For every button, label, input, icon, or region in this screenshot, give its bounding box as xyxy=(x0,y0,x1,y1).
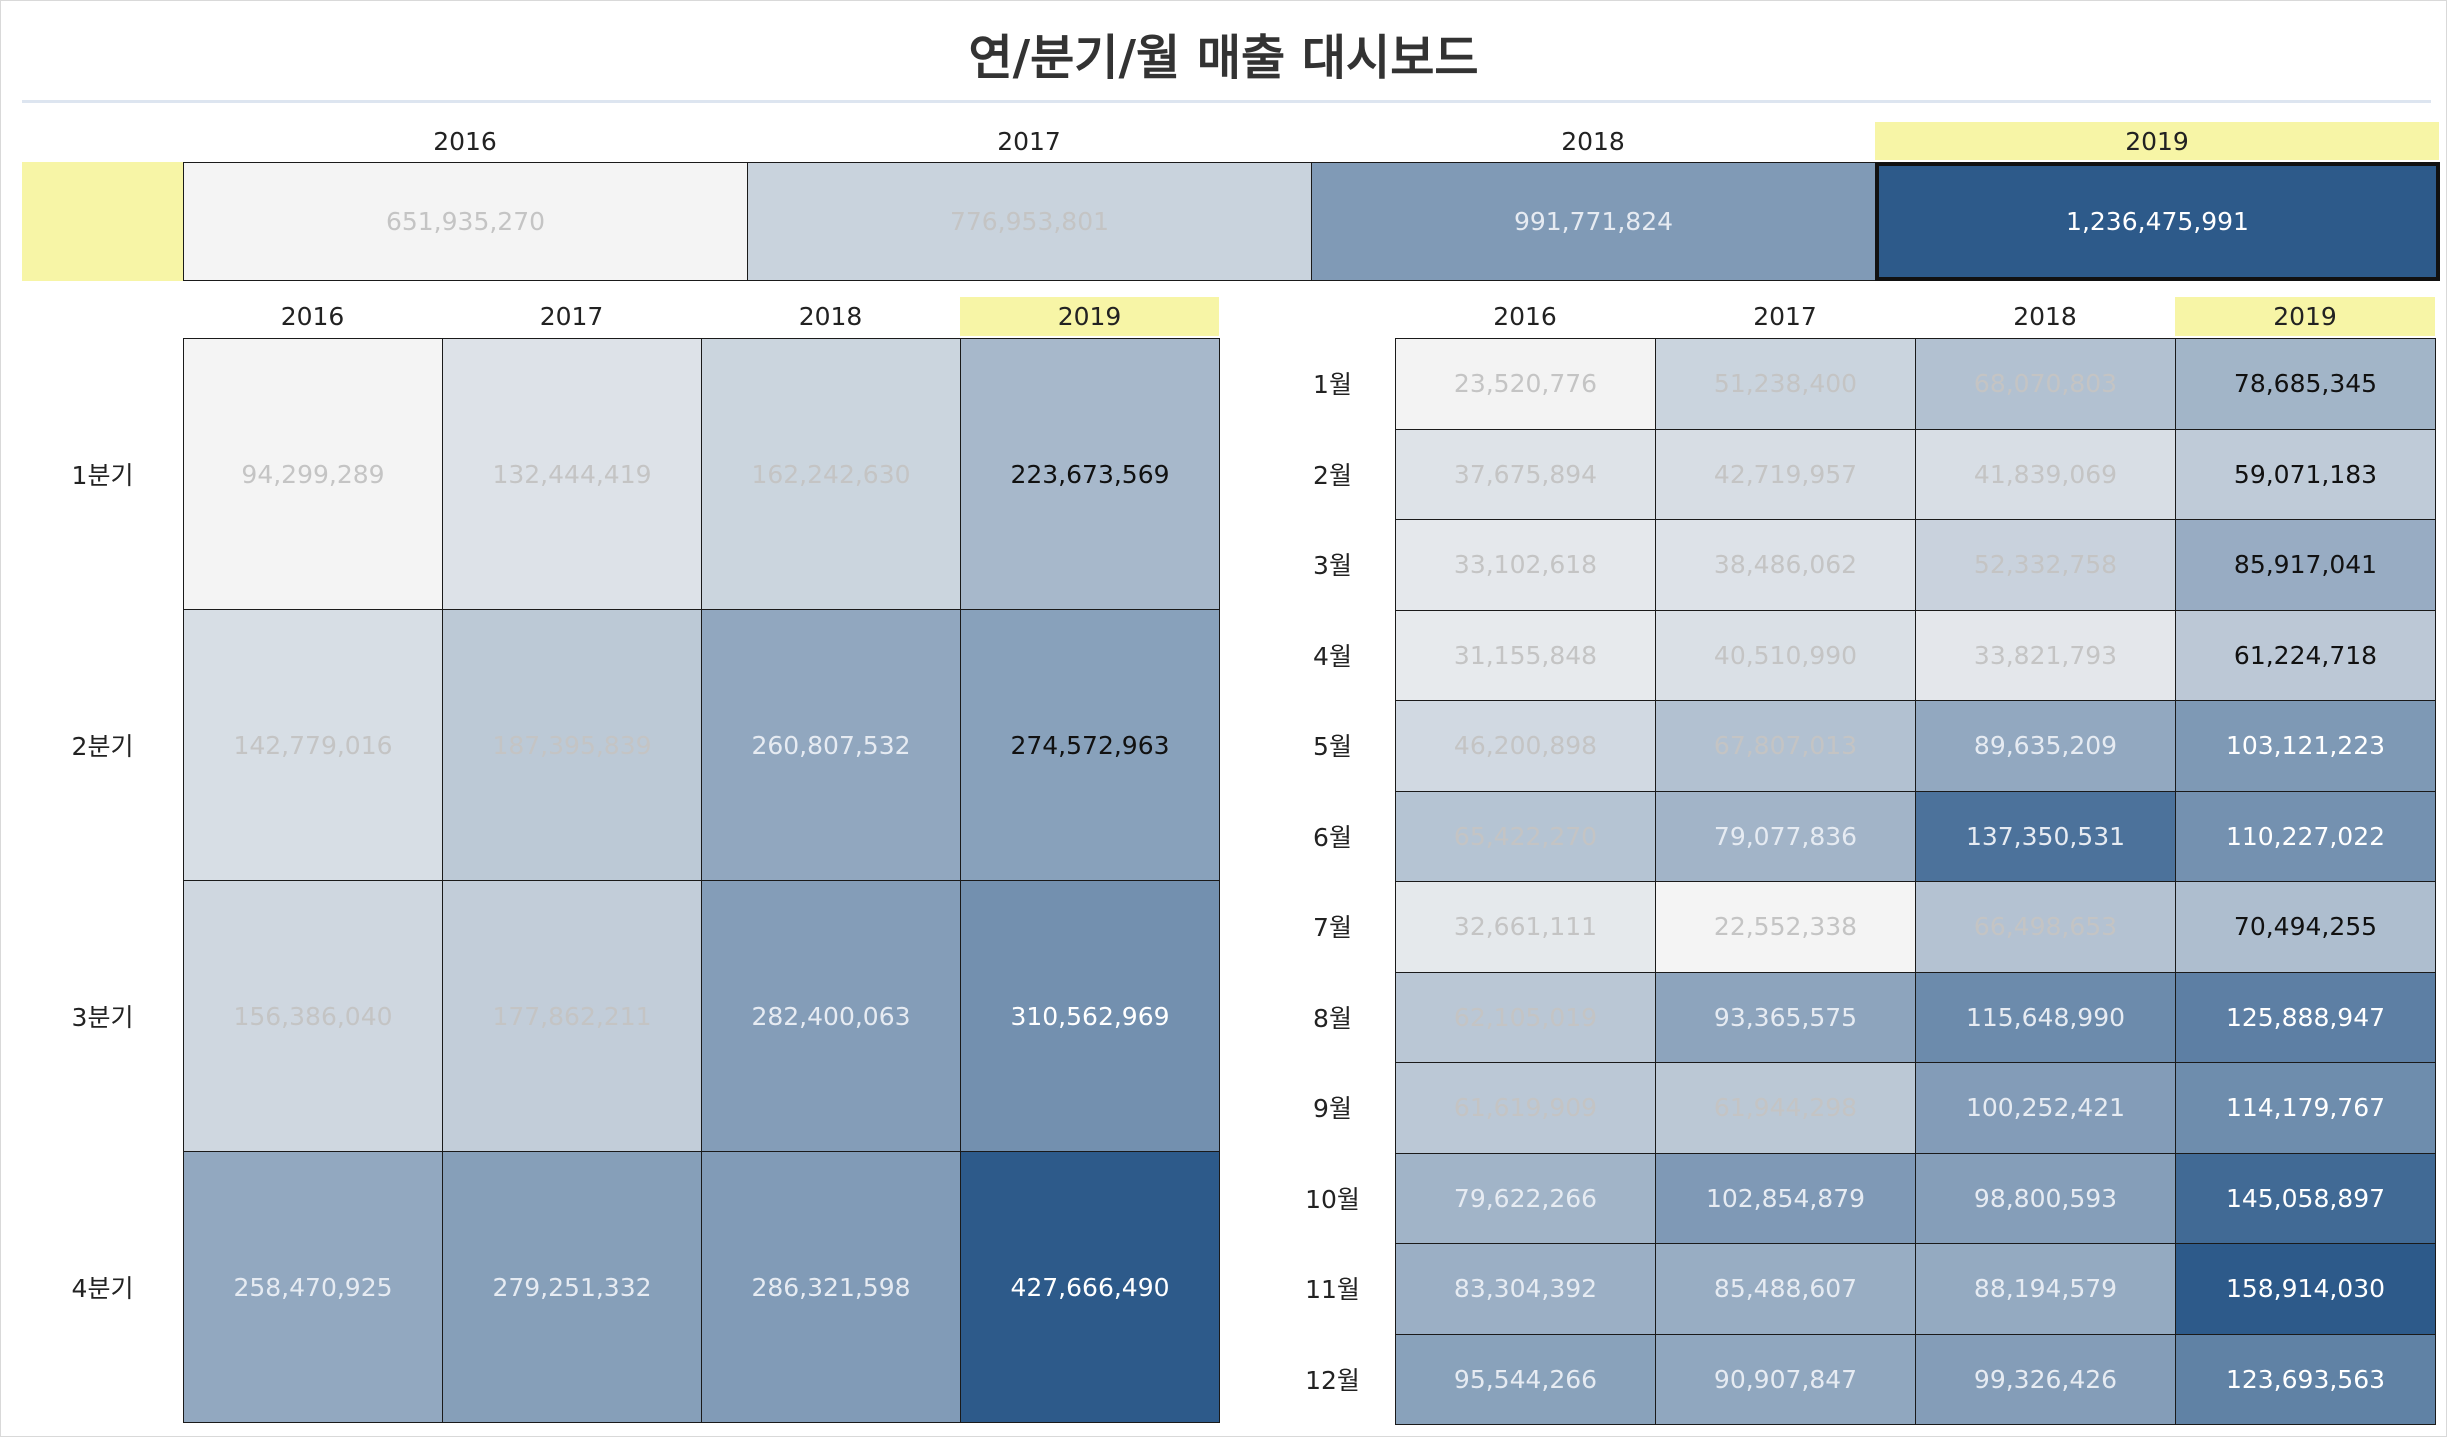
heatmap-cell: 62,105,019 xyxy=(1395,971,1656,1063)
column-header-2017: 2017 xyxy=(539,302,604,331)
heatmap-cell: 99,326,426 xyxy=(1915,1333,2176,1425)
column-header-2017: 2017 xyxy=(997,126,1061,156)
column-header-2016: 2016 xyxy=(433,126,497,156)
row-label: 5월 xyxy=(1313,732,1352,762)
heatmap-cell: 42,719,957 xyxy=(1655,428,1916,520)
heatmap-cell: 279,251,332 xyxy=(442,1151,702,1423)
heatmap-cell: 125,888,947 xyxy=(2175,971,2436,1063)
column-header-2018: 2018 xyxy=(1561,126,1625,156)
heatmap-cell: 52,332,758 xyxy=(1915,519,2176,611)
heatmap-cell: 85,488,607 xyxy=(1655,1243,1916,1335)
column-header-2016: 2016 xyxy=(280,302,345,331)
row-label: 7월 xyxy=(1313,913,1352,943)
row-label: 6월 xyxy=(1313,822,1352,852)
heatmap-cell: 23,520,776 xyxy=(1395,338,1656,430)
heatmap-cell: 22,552,338 xyxy=(1655,881,1916,973)
heatmap-cell: 137,350,531 xyxy=(1915,790,2176,882)
heatmap-cell: 110,227,022 xyxy=(2175,790,2436,882)
row-label: 1월 xyxy=(1313,370,1352,400)
column-header-2017: 2017 xyxy=(1753,302,1817,331)
annual-row-band xyxy=(22,162,183,281)
heatmap-cell: 40,510,990 xyxy=(1655,609,1916,701)
heatmap-cell: 98,800,593 xyxy=(1915,1152,2176,1244)
heatmap-cell: 651,935,270 xyxy=(183,162,748,281)
heatmap-cell: 123,693,563 xyxy=(2175,1333,2436,1425)
heatmap-cell: 286,321,598 xyxy=(701,1151,961,1423)
column-header-2019: 2019 xyxy=(1875,122,2439,160)
row-label: 10월 xyxy=(1305,1184,1360,1214)
column-header-2016: 2016 xyxy=(1493,302,1557,331)
heatmap-cell: 142,779,016 xyxy=(183,609,443,881)
heatmap-cell: 114,179,767 xyxy=(2175,1062,2436,1154)
heatmap-cell: 991,771,824 xyxy=(1311,162,1876,281)
column-header-2018: 2018 xyxy=(798,302,863,331)
heatmap-cell: 103,121,223 xyxy=(2175,700,2436,792)
column-header-2019: 2019 xyxy=(2175,297,2435,336)
heatmap-cell: 41,839,069 xyxy=(1915,428,2176,520)
heatmap-cell: 61,944,298 xyxy=(1655,1062,1916,1154)
heatmap-cell: 65,422,270 xyxy=(1395,790,1656,882)
heatmap-cell: 282,400,063 xyxy=(701,880,961,1152)
heatmap-cell: 51,238,400 xyxy=(1655,338,1916,430)
heatmap-cell: 32,661,111 xyxy=(1395,881,1656,973)
heatmap-cell: 258,470,925 xyxy=(183,1151,443,1423)
heatmap-cell: 46,200,898 xyxy=(1395,700,1656,792)
heatmap-cell: 310,562,969 xyxy=(960,880,1220,1152)
heatmap-cell: 61,224,718 xyxy=(2175,609,2436,701)
heatmap-cell: 177,862,211 xyxy=(442,880,702,1152)
heatmap-cell: 145,058,897 xyxy=(2175,1152,2436,1244)
heatmap-cell: 95,544,266 xyxy=(1395,1333,1656,1425)
heatmap-cell: 83,304,392 xyxy=(1395,1243,1656,1335)
row-label: 8월 xyxy=(1313,1003,1352,1033)
heatmap-cell: 38,486,062 xyxy=(1655,519,1916,611)
row-label: 1분기 xyxy=(71,460,134,490)
heatmap-cell: 1,236,475,991 xyxy=(1875,162,2440,281)
heatmap-cell: 100,252,421 xyxy=(1915,1062,2176,1154)
heatmap-cell: 79,622,266 xyxy=(1395,1152,1656,1244)
heatmap-cell: 88,194,579 xyxy=(1915,1243,2176,1335)
heatmap-cell: 132,444,419 xyxy=(442,338,702,610)
heatmap-cell: 85,917,041 xyxy=(2175,519,2436,611)
heatmap-cell: 158,914,030 xyxy=(2175,1243,2436,1335)
page-title: 연/분기/월 매출 대시보드 xyxy=(968,30,1479,86)
heatmap-cell: 37,675,894 xyxy=(1395,428,1656,520)
heatmap-cell: 70,494,255 xyxy=(2175,881,2436,973)
heatmap-cell: 94,299,289 xyxy=(183,338,443,610)
row-label: 4분기 xyxy=(71,1273,134,1303)
row-label: 12월 xyxy=(1305,1365,1360,1395)
heatmap-cell: 59,071,183 xyxy=(2175,428,2436,520)
heatmap-cell: 68,070,803 xyxy=(1915,338,2176,430)
row-label: 11월 xyxy=(1305,1275,1360,1305)
heatmap-cell: 90,907,847 xyxy=(1655,1333,1916,1425)
heatmap-cell: 93,365,575 xyxy=(1655,971,1916,1063)
row-label: 3월 xyxy=(1313,551,1352,581)
row-label: 2분기 xyxy=(71,731,134,761)
column-header-2018: 2018 xyxy=(2013,302,2077,331)
column-header-2019: 2019 xyxy=(960,297,1219,336)
heatmap-cell: 66,498,653 xyxy=(1915,881,2176,973)
heatmap-cell: 223,673,569 xyxy=(960,338,1220,610)
heatmap-cell: 115,648,990 xyxy=(1915,971,2176,1063)
heatmap-cell: 187,395,839 xyxy=(442,609,702,881)
heatmap-cell: 776,953,801 xyxy=(747,162,1312,281)
row-label: 4월 xyxy=(1313,641,1352,671)
heatmap-cell: 67,807,013 xyxy=(1655,700,1916,792)
heatmap-cell: 33,821,793 xyxy=(1915,609,2176,701)
heatmap-cell: 274,572,963 xyxy=(960,609,1220,881)
row-label: 3분기 xyxy=(71,1002,134,1032)
heatmap-cell: 162,242,630 xyxy=(701,338,961,610)
heatmap-cell: 33,102,618 xyxy=(1395,519,1656,611)
heatmap-cell: 89,635,209 xyxy=(1915,700,2176,792)
heatmap-cell: 79,077,836 xyxy=(1655,790,1916,882)
heatmap-cell: 31,155,848 xyxy=(1395,609,1656,701)
row-label: 9월 xyxy=(1313,1094,1352,1124)
row-label: 2월 xyxy=(1313,460,1352,490)
heatmap-cell: 427,666,490 xyxy=(960,1151,1220,1423)
heatmap-cell: 102,854,879 xyxy=(1655,1152,1916,1244)
heatmap-cell: 260,807,532 xyxy=(701,609,961,881)
heatmap-cell: 61,619,909 xyxy=(1395,1062,1656,1154)
title-divider xyxy=(22,100,2431,103)
heatmap-cell: 78,685,345 xyxy=(2175,338,2436,430)
heatmap-cell: 156,386,040 xyxy=(183,880,443,1152)
